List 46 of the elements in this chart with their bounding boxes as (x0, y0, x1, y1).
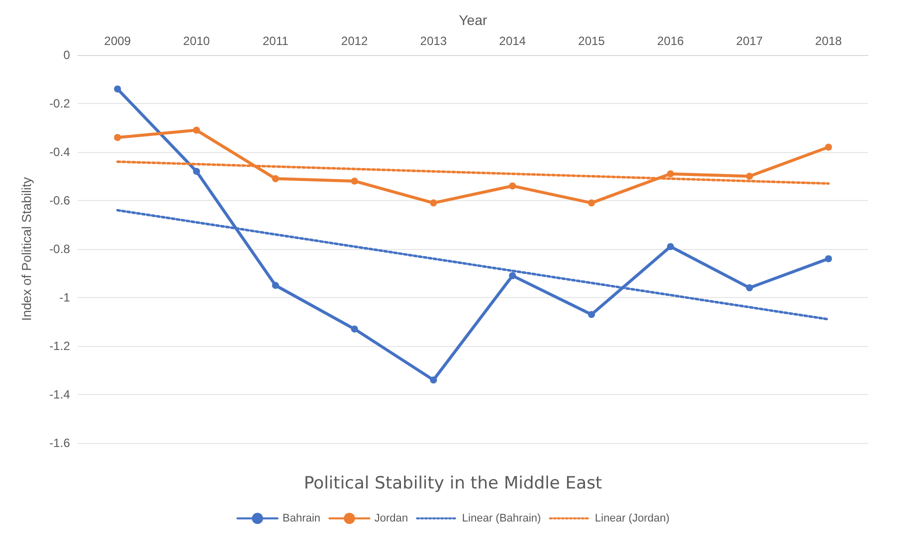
point (193, 126, 200, 134)
point (272, 282, 279, 289)
point (588, 310, 595, 318)
x-tick-label: 2012 (341, 34, 368, 48)
point (509, 272, 516, 280)
y-tick-label: -1.2 (49, 339, 70, 353)
point (509, 182, 516, 190)
point (193, 168, 200, 175)
y-tick-label: -0.6 (49, 194, 70, 208)
x-tick-label: 2017 (736, 34, 764, 48)
point (351, 178, 358, 185)
point (825, 144, 832, 151)
x-tick-label: 2013 (420, 34, 448, 48)
point (430, 376, 437, 384)
point (272, 175, 279, 182)
point (746, 172, 753, 180)
text: Political Stability in the Middle East (304, 474, 602, 494)
y-tick-label: -0.4 (49, 145, 70, 159)
x-axis-title: Year (458, 12, 488, 28)
y-axis-title: Index of Political Stability (19, 176, 34, 321)
point (351, 326, 358, 333)
point (746, 284, 753, 292)
y-tick-label: -1.6 (49, 436, 70, 450)
x-tick-label: 2010 (183, 34, 210, 48)
x-tick-label: 2018 (815, 34, 842, 48)
x-tick-label: 2014 (499, 34, 526, 48)
legend-label: Linear (Jordan) (594, 512, 670, 524)
point (667, 170, 674, 178)
y-tick-label: -1.4 (49, 388, 70, 402)
point (114, 85, 121, 92)
x-tick-label: 2016 (657, 34, 684, 48)
point (114, 134, 121, 141)
point (825, 255, 832, 262)
point (667, 243, 674, 250)
x-tick-label: 2011 (262, 34, 289, 48)
y-tick-label: -0.2 (49, 96, 70, 110)
legend-label: Linear (Bahrain) (462, 512, 541, 524)
y-tick-label: 0 (63, 48, 70, 62)
legend-label: Bahrain (282, 512, 320, 524)
x-tick-label: 2015 (578, 34, 606, 48)
point (430, 199, 437, 206)
legend-label: Jordan (374, 512, 408, 524)
point (588, 199, 595, 206)
y-tick-label: -0.8 (49, 242, 70, 256)
y-tick-label: -1 (59, 290, 70, 304)
x-tick-label: 2009 (104, 34, 132, 48)
